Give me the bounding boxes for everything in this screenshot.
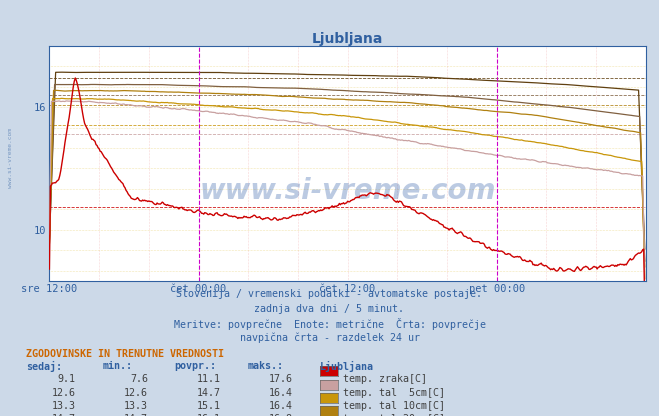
Text: zadnja dva dni / 5 minut.: zadnja dva dni / 5 minut. xyxy=(254,304,405,314)
Text: min.:: min.: xyxy=(102,361,132,371)
Text: Meritve: povprečne  Enote: metrične  Črta: povprečje: Meritve: povprečne Enote: metrične Črta:… xyxy=(173,318,486,330)
Text: 16.8: 16.8 xyxy=(270,414,293,416)
Text: temp. zraka[C]: temp. zraka[C] xyxy=(343,374,427,384)
Text: 16.4: 16.4 xyxy=(270,401,293,411)
Text: 13.3: 13.3 xyxy=(52,401,76,411)
Text: 14.7: 14.7 xyxy=(197,388,221,398)
Text: 7.6: 7.6 xyxy=(130,374,148,384)
Text: povpr.:: povpr.: xyxy=(175,361,217,371)
Text: 9.1: 9.1 xyxy=(58,374,76,384)
Text: 14.7: 14.7 xyxy=(125,414,148,416)
Text: temp. tal  5cm[C]: temp. tal 5cm[C] xyxy=(343,388,445,398)
Text: 11.1: 11.1 xyxy=(197,374,221,384)
Text: maks.:: maks.: xyxy=(247,361,283,371)
Text: 13.3: 13.3 xyxy=(125,401,148,411)
Text: 16.1: 16.1 xyxy=(197,414,221,416)
Text: temp. tal 10cm[C]: temp. tal 10cm[C] xyxy=(343,401,445,411)
Text: Ljubljana: Ljubljana xyxy=(320,361,374,372)
Text: 15.1: 15.1 xyxy=(197,401,221,411)
Title: Ljubljana: Ljubljana xyxy=(312,32,384,46)
Text: 14.7: 14.7 xyxy=(52,414,76,416)
Text: 17.6: 17.6 xyxy=(270,374,293,384)
Text: www.si-vreme.com: www.si-vreme.com xyxy=(200,178,496,206)
Text: ZGODOVINSKE IN TRENUTNE VREDNOSTI: ZGODOVINSKE IN TRENUTNE VREDNOSTI xyxy=(26,349,224,359)
Text: sedaj:: sedaj: xyxy=(26,361,63,372)
Text: 12.6: 12.6 xyxy=(125,388,148,398)
Text: 12.6: 12.6 xyxy=(52,388,76,398)
Text: 16.4: 16.4 xyxy=(270,388,293,398)
Text: navpična črta - razdelek 24 ur: navpična črta - razdelek 24 ur xyxy=(239,333,420,343)
Text: temp. tal 20cm[C]: temp. tal 20cm[C] xyxy=(343,414,445,416)
Text: www.si-vreme.com: www.si-vreme.com xyxy=(8,128,13,188)
Text: Slovenija / vremenski podatki - avtomatske postaje.: Slovenija / vremenski podatki - avtomats… xyxy=(177,289,482,299)
